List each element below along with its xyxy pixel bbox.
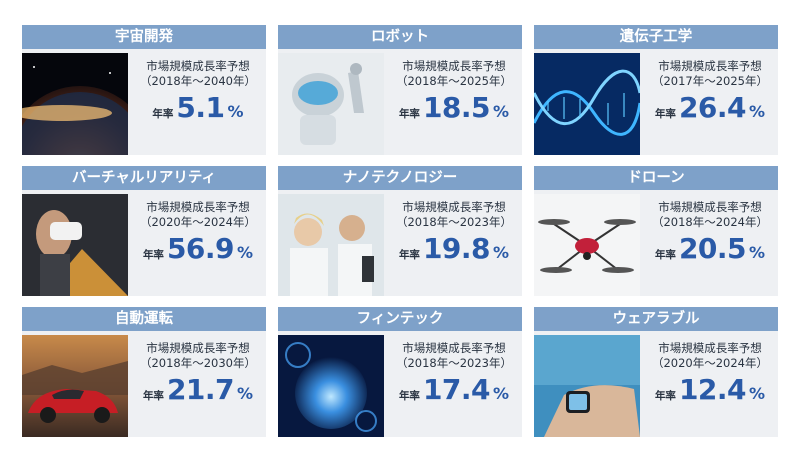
rate-unit: %: [493, 243, 510, 262]
rate-unit: %: [749, 384, 766, 403]
growth-rate: 年率 19.8 %: [386, 234, 522, 264]
rate-value: 21.7: [166, 373, 235, 406]
red-car-photo: [22, 335, 128, 437]
card-robot: ロボット 市場規模成長率予想 （2018年〜2025年） 年率 18.5 %: [278, 25, 522, 155]
card-drone: ドローン 市場規模成長率予想 （2018年〜2024年） 年率 20.5 %: [534, 166, 778, 296]
metric-label: 市場規模成長率予想: [402, 59, 506, 73]
rate-label: 年率: [654, 108, 676, 120]
metric-label: 市場規模成長率予想: [658, 200, 762, 214]
forecast-period: （2020年〜2024年）: [651, 356, 769, 370]
rate-unit: %: [749, 102, 766, 121]
forecast-period: （2018年〜2024年）: [651, 215, 769, 229]
fintech-globe-photo: [278, 335, 384, 437]
rate-unit: %: [493, 384, 510, 403]
card-title: フィンテック: [278, 307, 522, 331]
forecast-period: （2020年〜2024年）: [139, 215, 257, 229]
earth-space-photo: [22, 53, 128, 155]
metric-label: 市場規模成長率予想: [146, 341, 250, 355]
drone-photo: [534, 194, 640, 296]
card-title: ドローン: [534, 166, 778, 190]
rate-label: 年率: [654, 249, 676, 261]
dna-helix-photo: [534, 53, 640, 155]
forecast-period: （2018年〜2040年）: [139, 74, 257, 88]
metric-label: 市場規模成長率予想: [146, 200, 250, 214]
rate-unit: %: [237, 384, 254, 403]
growth-rate: 年率 56.9 %: [130, 234, 266, 264]
rate-value: 26.4: [678, 91, 747, 124]
rate-unit: %: [493, 102, 510, 121]
rate-unit: %: [749, 243, 766, 262]
rate-label: 年率: [398, 108, 420, 120]
growth-rate: 年率 5.1 %: [130, 93, 266, 123]
card-title: 自動運転: [22, 307, 266, 331]
rate-value: 56.9: [166, 232, 235, 265]
metric-label: 市場規模成長率予想: [658, 59, 762, 73]
growth-rate: 年率 12.4 %: [642, 375, 778, 405]
card-fintech: フィンテック 市場規模成長率予想 （2018年〜2023年） 年率 17.4 %: [278, 307, 522, 437]
card-title: 遺伝子工学: [534, 25, 778, 49]
rate-value: 19.8: [422, 232, 491, 265]
forecast-period: （2018年〜2023年）: [395, 215, 513, 229]
growth-rate: 年率 18.5 %: [386, 93, 522, 123]
rate-unit: %: [237, 243, 254, 262]
card-space-development: 宇宙開発 市場規模成長率予想 （2018年〜2040年） 年率 5.1 %: [22, 25, 266, 155]
rate-label: 年率: [152, 108, 174, 120]
rate-label: 年率: [654, 390, 676, 402]
rate-label: 年率: [142, 249, 164, 261]
metric-label: 市場規模成長率予想: [146, 59, 250, 73]
forecast-period: （2017年〜2025年）: [651, 74, 769, 88]
rate-value: 12.4: [678, 373, 747, 406]
laboratory-photo: [278, 194, 384, 296]
robot-photo: [278, 53, 384, 155]
rate-value: 5.1: [176, 91, 225, 124]
rate-value: 18.5: [422, 91, 491, 124]
rate-value: 20.5: [678, 232, 747, 265]
card-title: 宇宙開発: [22, 25, 266, 49]
card-title: ウェアラブル: [534, 307, 778, 331]
card-virtual-reality: バーチャルリアリティ 市場規模成長率予想 （2020年〜2024年） 年率 56…: [22, 166, 266, 296]
smartwatch-photo: [534, 335, 640, 437]
card-nanotechnology: ナノテクノロジー 市場規模成長率予想 （2018年〜2023年） 年率 19.8…: [278, 166, 522, 296]
rate-label: 年率: [398, 390, 420, 402]
vr-headset-photo: [22, 194, 128, 296]
rate-value: 17.4: [422, 373, 491, 406]
growth-rate: 年率 21.7 %: [130, 375, 266, 405]
metric-label: 市場規模成長率予想: [402, 341, 506, 355]
growth-rate: 年率 20.5 %: [642, 234, 778, 264]
metric-label: 市場規模成長率予想: [402, 200, 506, 214]
growth-rate: 年率 26.4 %: [642, 93, 778, 123]
growth-rate: 年率 17.4 %: [386, 375, 522, 405]
forecast-period: （2018年〜2023年）: [395, 356, 513, 370]
card-title: ナノテクノロジー: [278, 166, 522, 190]
card-wearable: ウェアラブル 市場規模成長率予想 （2020年〜2024年） 年率 12.4 %: [534, 307, 778, 437]
metric-label: 市場規模成長率予想: [658, 341, 762, 355]
card-autonomous-driving: 自動運転 市場規模成長率予想 （2018年〜2030年） 年率 21.7 %: [22, 307, 266, 437]
forecast-period: （2018年〜2025年）: [395, 74, 513, 88]
rate-label: 年率: [142, 390, 164, 402]
rate-label: 年率: [398, 249, 420, 261]
forecast-period: （2018年〜2030年）: [139, 356, 257, 370]
card-title: バーチャルリアリティ: [22, 166, 266, 190]
card-genetic-engineering: 遺伝子工学 市場規模成長率予想 （2017年〜2025年） 年率 26.4 %: [534, 25, 778, 155]
rate-unit: %: [227, 102, 244, 121]
card-title: ロボット: [278, 25, 522, 49]
